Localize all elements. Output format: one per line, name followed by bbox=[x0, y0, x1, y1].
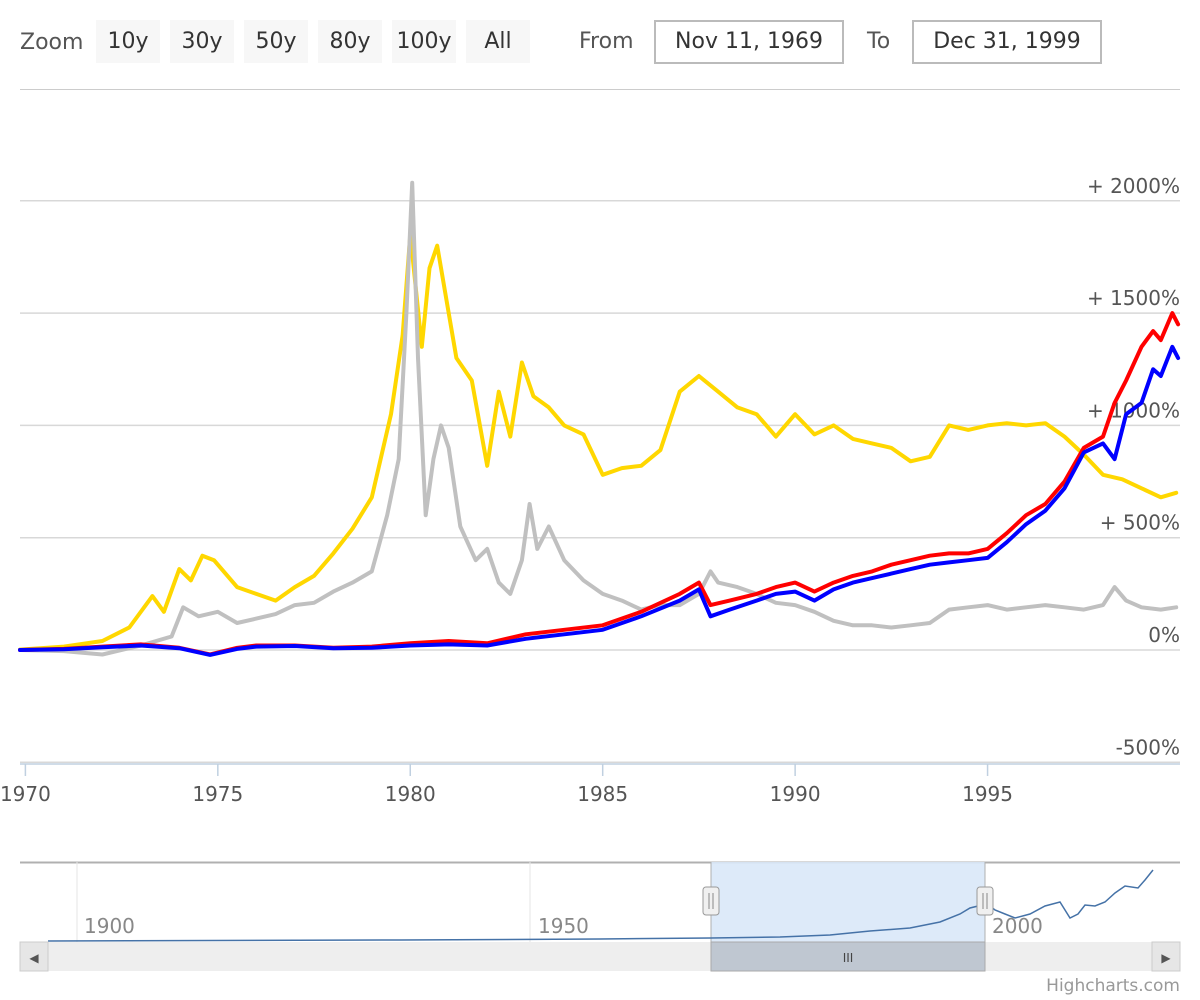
zoom-button-10y[interactable]: 10y bbox=[96, 20, 160, 63]
navigator-x-tick-label: 1900 bbox=[84, 914, 135, 938]
y-axis-tick-label: + 500% bbox=[1100, 511, 1180, 535]
series-line-3 bbox=[18, 311, 1181, 657]
zoom-button-label: All bbox=[484, 29, 511, 54]
y-axis-tick-label: -500% bbox=[1116, 735, 1180, 759]
scroll-right-icon: ▶ bbox=[1161, 951, 1171, 965]
navigator-series-line bbox=[47, 869, 1154, 942]
plot-series bbox=[18, 180, 1181, 657]
scrollbar-thumb[interactable]: III bbox=[710, 941, 986, 972]
zoom-button-80y[interactable]: 80y bbox=[318, 20, 382, 63]
grid-lines bbox=[20, 89, 1180, 764]
from-date-value: Nov 11, 1969 bbox=[675, 29, 823, 54]
navigator-left-handle[interactable] bbox=[702, 886, 720, 916]
to-date-input[interactable]: Dec 31, 1999 bbox=[912, 20, 1102, 64]
scrollbar-track[interactable] bbox=[20, 942, 1180, 971]
navigator-selected-range[interactable] bbox=[711, 862, 985, 942]
x-axis-tick-label: 1985 bbox=[577, 782, 628, 806]
to-date-value: Dec 31, 1999 bbox=[933, 29, 1081, 54]
navigator-x-tick-label: 1950 bbox=[538, 914, 589, 938]
zoom-button-label: 100y bbox=[396, 29, 451, 54]
from-label: From bbox=[579, 29, 634, 54]
from-date-input[interactable]: Nov 11, 1969 bbox=[654, 20, 844, 64]
y-axis-labels: -500%0%+ 500%+ 1000%+ 1500%+ 2000% bbox=[1087, 174, 1180, 759]
zoom-button-label: 30y bbox=[181, 29, 222, 54]
scrollbar-right-button[interactable]: ▶ bbox=[1151, 941, 1181, 972]
scroll-left-icon: ◀ bbox=[29, 951, 39, 965]
zoom-button-50y[interactable]: 50y bbox=[244, 20, 308, 63]
to-label: To bbox=[866, 29, 890, 54]
zoom-button-100y[interactable]: 100y bbox=[392, 20, 456, 63]
x-axis-tick-label: 1995 bbox=[962, 782, 1013, 806]
navigator-right-handle[interactable] bbox=[976, 886, 994, 916]
y-axis-tick-label: 0% bbox=[1148, 623, 1180, 647]
x-axis-tick-label: 1975 bbox=[192, 782, 243, 806]
y-axis-tick-label: + 2000% bbox=[1087, 174, 1180, 198]
zoom-button-label: 80y bbox=[329, 29, 370, 54]
x-axis-tick-label: 1970 bbox=[0, 782, 51, 806]
x-axis-tick-label: 1990 bbox=[770, 782, 821, 806]
credits-link[interactable]: Highcharts.com bbox=[1046, 976, 1180, 996]
zoom-button-label: 10y bbox=[107, 29, 148, 54]
scrollbar-grip-icon: III bbox=[843, 951, 854, 965]
zoom-button-30y[interactable]: 30y bbox=[170, 20, 234, 63]
zoom-button-label: 50y bbox=[255, 29, 296, 54]
x-axis: 1970 1975 1980 1985 1990 1995 bbox=[0, 763, 1180, 806]
zoom-label: Zoom bbox=[20, 30, 83, 55]
scrollbar-left-button[interactable]: ◀ bbox=[19, 941, 49, 972]
navigator[interactable]: 1900 1950 2000 bbox=[20, 861, 1180, 942]
series-line-2 bbox=[18, 180, 1179, 657]
zoom-button-all[interactable]: All bbox=[466, 20, 530, 63]
x-axis-tick-label: 1980 bbox=[385, 782, 436, 806]
y-axis-tick-label: + 1500% bbox=[1087, 286, 1180, 310]
scrollbar[interactable]: ◀ III ▶ bbox=[19, 941, 1181, 972]
series-line-1 bbox=[18, 232, 1179, 652]
series-line-4 bbox=[18, 344, 1181, 657]
